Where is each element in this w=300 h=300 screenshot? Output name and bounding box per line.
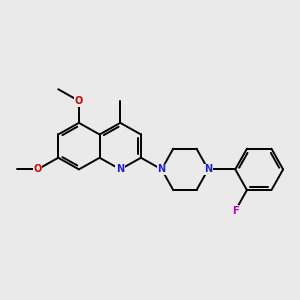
Text: F: F	[232, 206, 238, 216]
Text: N: N	[116, 164, 124, 174]
Text: O: O	[75, 96, 83, 106]
Text: N: N	[204, 164, 212, 174]
Text: O: O	[33, 164, 42, 174]
Text: N: N	[158, 164, 166, 174]
